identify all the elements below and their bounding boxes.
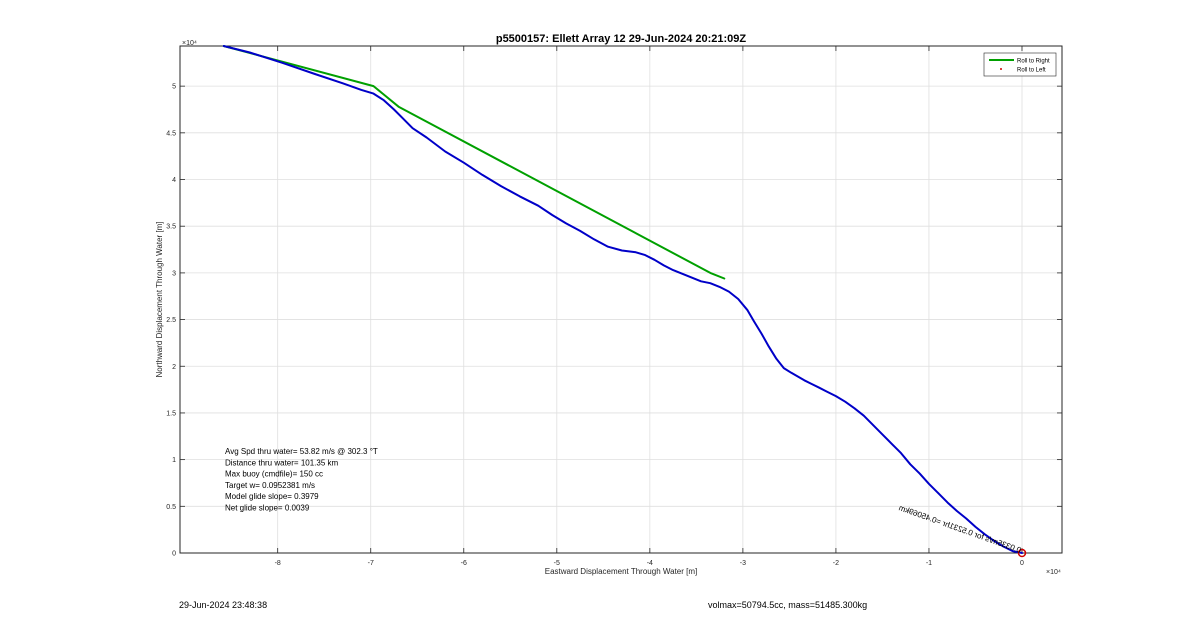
footer-timestamp: 29-Jun-2024 23:48:38 [179,600,268,610]
footer-volmax-mass: volmax=50794.5cc, mass=51485.300kg [708,600,868,610]
x-tick-label: -6 [461,560,467,567]
y-tick-label: 3 [172,270,176,277]
tick-marks [180,46,1062,554]
stats-line-5: Model glide slope= 0.3979 [225,492,319,501]
x-axis-exponent: ×10⁴ [1046,569,1061,576]
stats-line-2: Distance thru water= 101.35 km [225,458,339,467]
stats-line-3: Max buoy (cmdfile)= 150 cc [225,470,323,479]
y-axis-label: Northward Displacement Through Water [m] [155,221,164,377]
y-tick-label: 3.5 [166,224,176,231]
legend-label: Roll to Left [1017,67,1046,73]
legend-box [983,52,1057,77]
y-tick-label: 1.5 [166,410,176,417]
legend: Roll to Right Roll to Left [983,52,1057,77]
x-tick-label: 0 [1020,560,1024,567]
stats-line-1: Avg Spd thru water= 53.82 m/s @ 302.3 °T [225,447,378,456]
y-tick-label: 4 [172,177,176,184]
series-layer [222,45,1027,558]
x-tick-label: -4 [647,560,653,567]
legend-label: Roll to Right [1017,58,1050,64]
y-tick-label: 0.5 [166,504,176,511]
y-tick-label: 4.5 [166,130,176,137]
stats-line-4: Target w= 0.0952381 m/s [225,481,315,490]
y-tick-label: 1 [172,457,176,464]
y-tick-labels: 0 0.5 1 1.5 2 2.5 3 3.5 4 4.5 5 [166,84,176,558]
x-tick-label: -5 [554,560,560,567]
x-tick-label: -2 [833,560,839,567]
stats-annotation: Avg Spd thru water= 53.82 m/s @ 302.3 °T… [225,447,378,513]
x-axis-label: Eastward Displacement Through Water [m] [545,567,698,576]
y-axis-exponent: ×10⁴ [182,40,197,47]
y-tick-label: 0 [172,551,176,558]
start-marker [1017,548,1027,558]
legend-swatch-dot [1000,68,1002,70]
y-tick-label: 5 [172,84,176,91]
y-tick-label: 2 [172,364,176,371]
stats-line-6: Net glide slope= 0.0039 [225,504,310,513]
x-tick-label: -7 [368,560,374,567]
axes-box [179,45,1063,554]
chart-title: p5500157: Ellett Array 12 29-Jun-2024 20… [496,33,747,45]
x-tick-label: -1 [926,560,932,567]
series-line-1 [222,45,726,280]
y-tick-label: 2.5 [166,317,176,324]
x-tick-label: -8 [275,560,281,567]
series-line-2 [222,45,1023,554]
x-tick-label: -3 [740,560,746,567]
x-tick-labels: -8 -7 -6 -5 -4 -3 -2 -1 0 [275,560,1024,567]
